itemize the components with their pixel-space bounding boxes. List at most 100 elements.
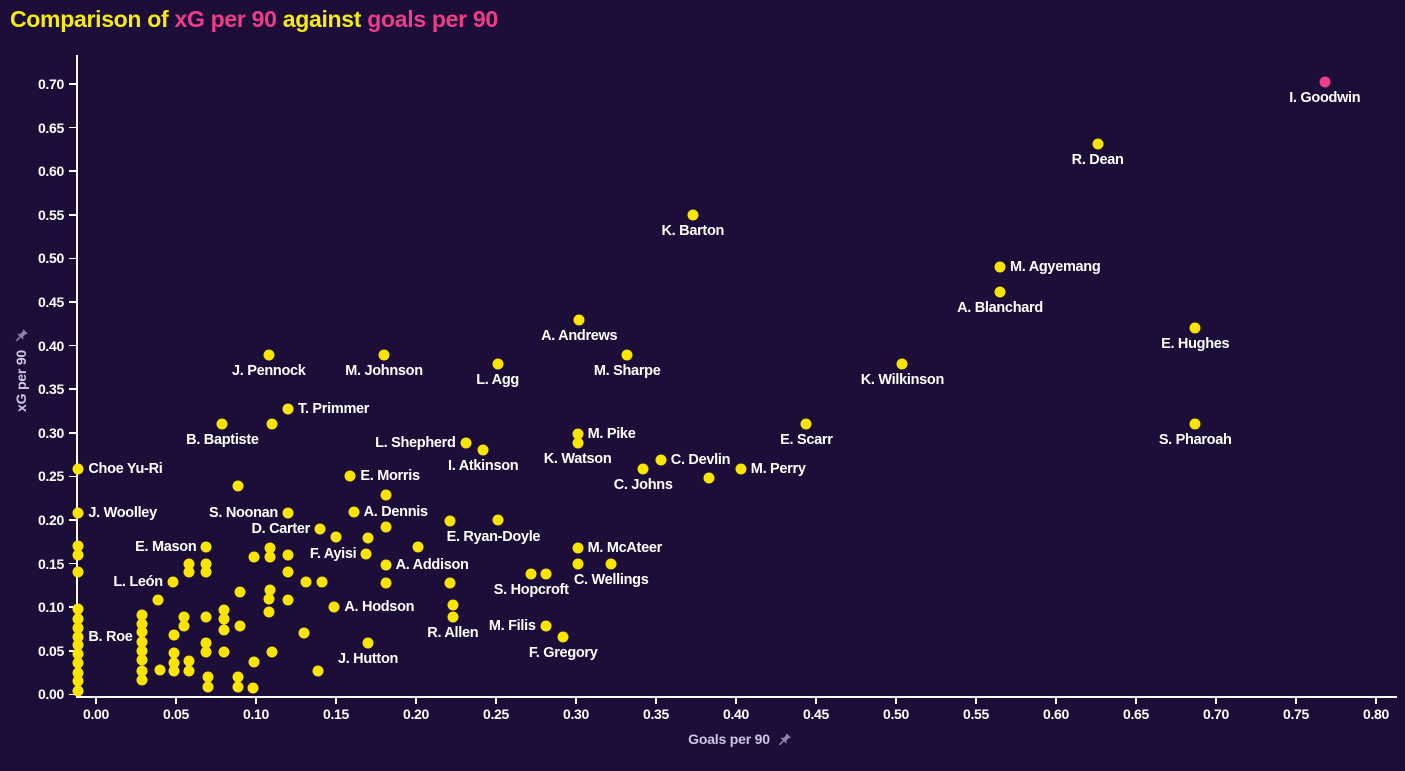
data-point-m-pike[interactable] [572,428,584,440]
data-point[interactable] [264,584,276,596]
data-point[interactable] [72,648,84,660]
data-point-i-atkinson[interactable] [477,444,489,456]
data-point[interactable] [136,618,148,630]
data-point[interactable] [72,613,84,625]
data-point-s-pharoah[interactable] [1189,418,1201,430]
data-point[interactable] [200,558,212,570]
data-point-d-carter[interactable] [314,523,326,535]
data-point[interactable] [72,549,84,561]
data-point-c-johns[interactable] [637,463,649,475]
data-point[interactable] [380,521,392,533]
data-point[interactable] [540,568,552,580]
data-point-e-mason[interactable] [200,541,212,553]
data-point-a-dennis[interactable] [348,506,360,518]
data-point-b-baptiste[interactable] [216,418,228,430]
data-point-a-addison[interactable] [380,559,392,571]
data-point[interactable] [72,622,84,634]
data-point[interactable] [218,613,230,625]
data-point[interactable] [72,667,84,679]
data-point[interactable] [248,656,260,668]
data-point[interactable] [72,603,84,615]
data-point-j-woolley[interactable] [72,507,84,519]
data-point[interactable] [200,611,212,623]
data-point-j-pennock[interactable] [263,349,275,361]
data-point-m-filis[interactable] [540,620,552,632]
data-point[interactable] [492,514,504,526]
data-point[interactable] [330,531,342,543]
data-point[interactable] [72,639,84,651]
data-point[interactable] [200,566,212,578]
data-point[interactable] [266,418,278,430]
data-point[interactable] [218,646,230,658]
data-point[interactable] [447,599,459,611]
data-point[interactable] [168,647,180,659]
data-point[interactable] [136,645,148,657]
data-point[interactable] [282,566,294,578]
data-point[interactable] [136,626,148,638]
data-point[interactable] [248,551,260,563]
data-point[interactable] [168,629,180,641]
data-point[interactable] [234,586,246,597]
data-point-l-agg[interactable] [492,358,504,370]
data-point[interactable] [168,657,180,669]
data-point-e-ryan-doyle[interactable] [444,515,456,527]
data-point[interactable] [178,611,190,623]
data-point-a-blanchard[interactable] [994,286,1006,298]
data-point[interactable] [316,576,328,588]
data-point-e-morris[interactable] [344,470,356,482]
data-point[interactable] [183,655,195,667]
data-point-t-primmer[interactable] [282,403,294,415]
data-point[interactable] [136,674,148,686]
data-point[interactable] [298,627,310,639]
data-point-s-noonan[interactable] [282,507,294,519]
data-point-m-perry[interactable] [735,463,747,475]
data-point[interactable] [72,675,84,687]
data-point[interactable] [380,489,392,501]
data-point-l-shepherd[interactable] [460,437,472,449]
data-point[interactable] [183,566,195,578]
data-point-a-hodson[interactable] [328,601,340,613]
data-point-m-mcateer[interactable] [572,542,584,554]
data-point[interactable] [72,657,84,669]
data-point[interactable] [136,654,148,666]
data-point[interactable] [136,665,148,677]
data-point[interactable] [300,576,312,588]
data-point[interactable] [703,472,715,484]
data-point[interactable] [264,542,276,554]
data-point-i-goodwin[interactable] [1319,76,1331,88]
data-point[interactable] [178,620,190,632]
data-point-b-roe[interactable] [72,631,84,643]
data-point[interactable] [263,606,275,618]
data-point[interactable] [202,681,214,693]
data-point-j-hutton[interactable] [362,637,374,649]
data-point-choe-yu-ri[interactable] [72,463,84,475]
data-point[interactable] [200,637,212,649]
data-point-k-watson[interactable] [572,437,584,449]
data-point[interactable] [232,671,244,683]
data-point[interactable] [232,480,244,492]
data-point-s-hopcroft[interactable] [525,568,537,580]
data-point[interactable] [154,664,166,676]
data-point[interactable] [263,593,275,605]
data-point[interactable] [234,620,246,632]
data-point[interactable] [200,646,212,658]
data-point[interactable] [72,685,84,697]
data-point-m-johnson[interactable] [378,349,390,361]
data-point[interactable] [266,646,278,658]
data-point-r-dean[interactable] [1092,138,1104,150]
data-point-e-scarr[interactable] [800,418,812,430]
data-point-r-allen[interactable] [447,611,459,623]
data-point[interactable] [183,558,195,570]
data-point[interactable] [264,551,276,563]
data-point[interactable] [168,665,180,677]
data-point[interactable] [282,594,294,606]
data-point[interactable] [247,682,259,694]
data-point[interactable] [202,671,214,683]
data-point[interactable] [152,594,164,606]
data-point-a-andrews[interactable] [573,314,585,326]
data-point[interactable] [218,624,230,636]
data-point[interactable] [136,636,148,648]
data-point[interactable] [282,549,294,561]
data-point-f-ayisi[interactable] [360,548,372,560]
data-point[interactable] [232,681,244,693]
